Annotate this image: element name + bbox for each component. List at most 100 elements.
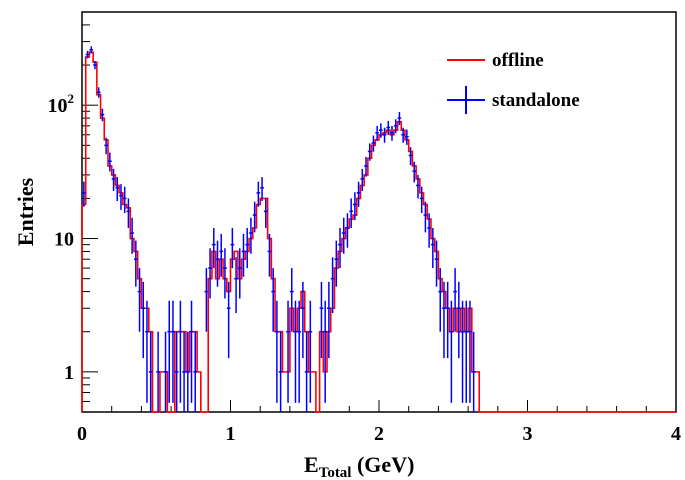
standalone-point (271, 268, 276, 332)
standalone-point (241, 233, 246, 277)
standalone-point (163, 331, 168, 412)
standalone-point (145, 300, 149, 403)
standalone-point (178, 300, 183, 403)
standalone-point (252, 201, 257, 233)
x-tick-label: 0 (77, 423, 87, 445)
standalone-point (356, 181, 361, 207)
standalone-point (330, 257, 335, 313)
plot-frame (81, 11, 677, 413)
standalone-point (412, 161, 417, 183)
x-tick-labels: 0 1 2 3 4 (77, 423, 681, 445)
standalone-point (323, 300, 328, 403)
standalone-point (263, 198, 268, 228)
standalone-point (393, 119, 398, 134)
standalone-point (390, 125, 394, 141)
standalone-point (442, 281, 446, 359)
standalone-point (119, 184, 123, 210)
standalone-point (230, 227, 235, 269)
standalone-point (382, 127, 387, 143)
standalone-point (100, 108, 105, 122)
x-tick-label: 2 (374, 423, 384, 445)
standalone-point (104, 137, 108, 155)
axis-ticks (81, 11, 677, 413)
standalone-point (249, 217, 253, 254)
standalone-point (408, 147, 413, 166)
standalone-point (386, 120, 391, 136)
standalone-point (345, 213, 350, 248)
standalone-point (371, 135, 376, 152)
y-tick-label-exponent: 2 (68, 91, 75, 106)
standalone-point (308, 300, 313, 403)
x-tick-label: 1 (226, 423, 236, 445)
standalone-point (401, 127, 405, 143)
standalone-point (430, 227, 435, 269)
x-axis-title-main: E (304, 452, 319, 477)
y-tick-label: 10 (54, 229, 74, 251)
standalone-point (256, 181, 261, 207)
standalone-point (111, 168, 116, 192)
standalone-point (301, 281, 305, 359)
standalone-point (174, 331, 179, 412)
standalone-point (148, 331, 153, 412)
standalone-point (122, 186, 127, 214)
y-tick-label: 102 (48, 91, 75, 117)
x-axis-title-unit: (GeV) (351, 452, 414, 477)
standalone-point (219, 233, 224, 277)
standalone-point (338, 227, 342, 269)
standalone-point (223, 248, 227, 299)
standalone-point (367, 143, 372, 161)
legend-standalone-label: standalone (492, 90, 580, 111)
standalone-point (156, 331, 160, 412)
standalone-point (404, 129, 409, 145)
x-tick-label: 3 (523, 423, 533, 445)
standalone-point (468, 300, 472, 403)
standalone-point (304, 331, 309, 412)
standalone-point (278, 331, 283, 412)
standalone-point (267, 233, 272, 277)
standalone-series (82, 46, 476, 412)
standalone-point (334, 240, 339, 287)
y-axis-title: Entries (13, 177, 38, 246)
y-tick-label-base: 10 (48, 95, 68, 117)
standalone-point (93, 61, 97, 70)
standalone-point (375, 125, 379, 141)
standalone-point (379, 123, 383, 138)
standalone-point (460, 300, 465, 403)
standalone-point (137, 268, 142, 332)
standalone-point (189, 300, 194, 403)
standalone-point (416, 174, 420, 199)
standalone-point (141, 281, 146, 359)
standalone-point (434, 240, 439, 287)
x-axis-title: ETotal (GeV) (304, 452, 414, 480)
standalone-point (341, 217, 346, 254)
standalone-point (130, 217, 134, 254)
standalone-point (327, 281, 331, 359)
standalone-point (204, 268, 209, 332)
standalone-point (289, 268, 294, 332)
standalone-point (464, 300, 469, 403)
standalone-point (456, 281, 461, 359)
standalone-point (185, 331, 190, 412)
standalone-point (275, 300, 279, 403)
standalone-point (193, 331, 198, 412)
standalone-point (449, 300, 454, 403)
standalone-point (360, 168, 365, 192)
standalone-point (397, 111, 402, 125)
standalone-point (211, 227, 216, 269)
standalone-point (89, 46, 94, 54)
standalone-point (423, 201, 428, 233)
standalone-point (438, 268, 443, 332)
standalone-point (208, 248, 212, 299)
standalone-point (293, 300, 298, 403)
standalone-point (85, 50, 90, 59)
offline-step-line (81, 51, 676, 413)
standalone-point (245, 227, 250, 269)
standalone-point (182, 331, 186, 412)
standalone-point (427, 213, 431, 248)
standalone-point (353, 192, 357, 221)
y-tick-label: 1 (64, 362, 74, 384)
standalone-point (82, 181, 86, 207)
x-axis-title-sub: Total (319, 465, 352, 480)
